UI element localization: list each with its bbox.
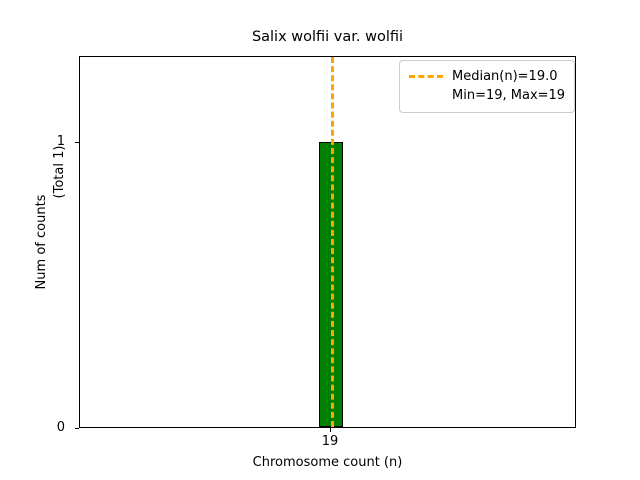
legend-dash-icon [409,75,443,78]
x-tick-mark-19 [330,428,331,432]
legend: Median(n)=19.0 Min=19, Max=19 [399,60,576,113]
y-tick-label-1: 1 [56,134,65,149]
page-title: Salix wolfii var. wolfii [251,29,404,45]
legend-item-median: Median(n)=19.0 [409,67,565,86]
plot-area [79,56,576,428]
legend-label-median: Median(n)=19.0 [452,69,558,84]
y-tick-mark-0 [75,428,79,429]
y-tick-label-0: 0 [56,420,65,435]
y-tick-mark-1 [75,142,79,143]
legend-item-minmax: Min=19, Max=19 [409,86,565,105]
x-tick-label-19: 19 [321,434,339,449]
x-axis-label: Chromosome count (n) [252,455,403,470]
y-axis-label: Num of counts [34,194,49,290]
legend-label-minmax: Min=19, Max=19 [452,88,566,103]
y-axis-label-sub: (Total 1) [52,145,67,199]
median-line [331,57,334,427]
